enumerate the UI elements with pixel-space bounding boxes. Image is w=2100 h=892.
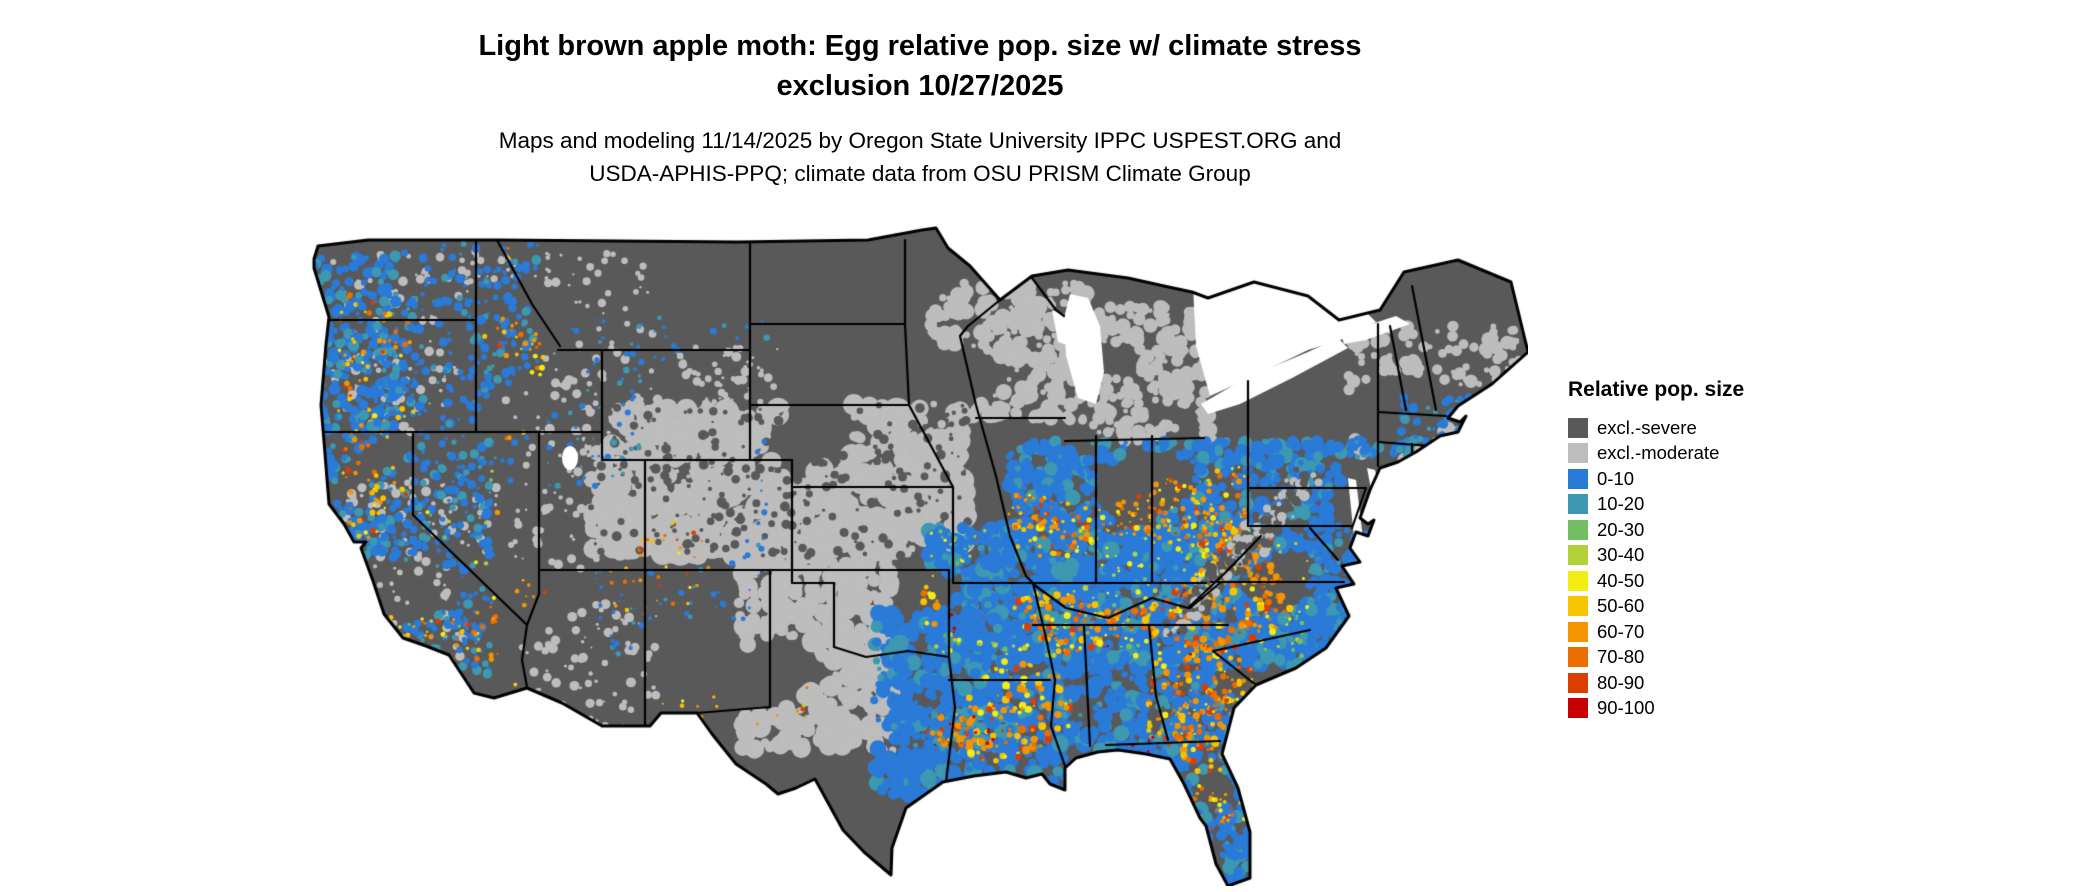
figure-title-line2: exclusion 10/27/2025 [776,70,1064,102]
legend-swatch [1568,417,1588,438]
legend-label: 20-30 [1597,518,1645,540]
legend-label: 0-10 [1597,467,1635,489]
figure-title: Light brown apple moth: Egg relative pop… [140,26,1700,106]
legend-item: 50-60 [1568,594,1744,620]
legend-label: 70-80 [1597,646,1645,668]
figure-subtitle-line2: USDA-APHIS-PPQ; climate data from OSU PR… [589,161,1251,186]
legend-label: excl.-severe [1597,416,1697,438]
legend-label: 60-70 [1597,620,1645,642]
legend-item: 70-80 [1568,645,1744,671]
legend-swatch [1568,519,1588,540]
legend-item: excl.-moderate [1568,441,1744,467]
legend-item: 40-50 [1568,568,1744,594]
legend-swatch [1568,570,1588,591]
legend-item: 90-100 [1568,696,1744,722]
legend-item: excl.-severe [1568,415,1744,441]
legend: Relative pop. size excl.-severe excl.-mod… [1568,378,1744,721]
legend-swatch [1568,647,1588,668]
legend-swatch [1568,596,1588,617]
legend-swatch [1568,443,1588,464]
legend-item: 80-90 [1568,670,1744,696]
legend-item: 0-10 [1568,466,1744,492]
legend-item: 10-20 [1568,492,1744,518]
legend-items: excl.-severe excl.-moderate 0-10 10-20 20-30… [1568,415,1744,721]
figure-title-line1: Light brown apple moth: Egg relative pop… [478,30,1362,62]
legend-swatch [1568,494,1588,515]
legend-label: 30-40 [1597,544,1645,566]
legend-swatch [1568,545,1588,566]
figure-subtitle: Maps and modeling 11/14/2025 by Oregon S… [140,124,1700,190]
us-map [308,226,1528,886]
legend-label: 80-90 [1597,671,1645,693]
legend-label: excl.-moderate [1597,442,1720,464]
legend-label: 90-100 [1597,697,1655,719]
legend-swatch [1568,468,1588,489]
legend-item: 30-40 [1568,543,1744,569]
figure-subtitle-line1: Maps and modeling 11/14/2025 by Oregon S… [498,128,1342,153]
legend-label: 10-20 [1597,493,1645,515]
legend-label: 40-50 [1597,569,1645,591]
legend-title: Relative pop. size [1568,378,1745,401]
legend-item: 60-70 [1568,619,1744,645]
legend-label: 50-60 [1597,595,1645,617]
legend-swatch [1568,698,1588,719]
legend-swatch [1568,621,1588,642]
legend-item: 20-30 [1568,517,1744,543]
legend-swatch [1568,672,1588,693]
